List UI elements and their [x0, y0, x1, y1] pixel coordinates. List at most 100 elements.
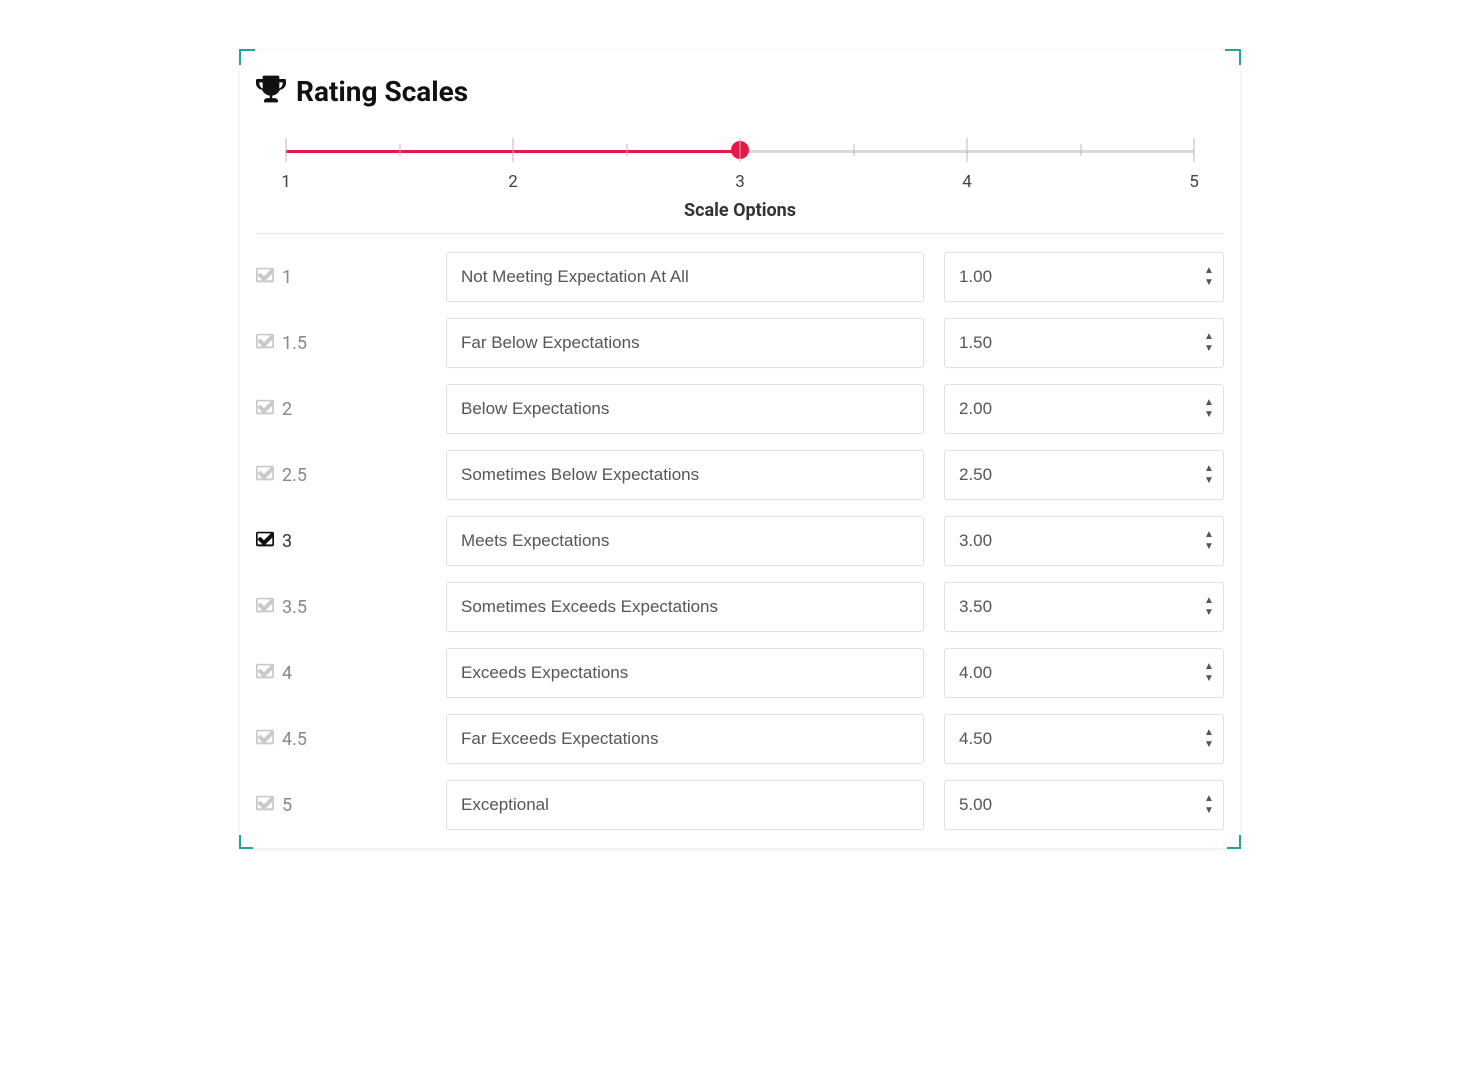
scale-option-label: 1.5: [282, 333, 307, 354]
rating-scales-card: Rating Scales 12345 Scale Options 1▲▼1.5…: [240, 50, 1240, 848]
stepper-buttons: ▲▼: [1194, 583, 1224, 631]
stepper-up-icon[interactable]: ▲: [1204, 794, 1214, 804]
scale-option-row: 4.5▲▼: [256, 706, 1224, 772]
stepper-down-icon[interactable]: ▼: [1204, 278, 1214, 288]
scale-option-value-stepper: ▲▼: [944, 318, 1224, 368]
slider-tick-major: [513, 138, 514, 162]
scale-option-label: 4.5: [282, 729, 307, 750]
scale-option-row: 2.5▲▼: [256, 442, 1224, 508]
stepper-up-icon[interactable]: ▲: [1204, 530, 1214, 540]
card-title: Rating Scales: [296, 75, 468, 108]
scale-option-description-input[interactable]: [446, 648, 924, 698]
check-icon: [256, 332, 274, 355]
scale-option-value-input[interactable]: [945, 253, 1194, 301]
slider-tick-minor: [399, 144, 400, 156]
slider-tick-label: 5: [1189, 172, 1199, 192]
rating-slider[interactable]: 12345: [286, 128, 1194, 172]
scale-option-value-stepper: ▲▼: [944, 252, 1224, 302]
scale-option-checkbox[interactable]: 4: [256, 662, 426, 685]
slider-container: 12345: [240, 128, 1240, 182]
scale-option-value-input[interactable]: [945, 517, 1194, 565]
stepper-up-icon[interactable]: ▲: [1204, 266, 1214, 276]
scale-option-checkbox[interactable]: 1: [256, 266, 426, 289]
scale-option-description-input[interactable]: [446, 384, 924, 434]
slider-tick-label: 1: [281, 172, 291, 192]
check-icon: [256, 662, 274, 685]
check-icon: [256, 464, 274, 487]
stepper-up-icon[interactable]: ▲: [1204, 662, 1214, 672]
scale-option-description-input[interactable]: [446, 714, 924, 764]
stepper-buttons: ▲▼: [1194, 451, 1224, 499]
trophy-icon: [256, 74, 286, 108]
scale-option-description-input[interactable]: [446, 318, 924, 368]
scale-option-value-stepper: ▲▼: [944, 516, 1224, 566]
stepper-down-icon[interactable]: ▼: [1204, 806, 1214, 816]
slider-tick-minor: [1080, 144, 1081, 156]
scale-option-value-input[interactable]: [945, 451, 1194, 499]
check-icon: [256, 398, 274, 421]
slider-tick-label: 3: [735, 172, 745, 192]
scale-option-value-input[interactable]: [945, 319, 1194, 367]
stepper-up-icon[interactable]: ▲: [1204, 332, 1214, 342]
slider-tick-minor: [853, 144, 854, 156]
stepper-buttons: ▲▼: [1194, 715, 1224, 763]
slider-tick-minor: [626, 144, 627, 156]
scale-option-checkbox[interactable]: 3.5: [256, 596, 426, 619]
scale-option-label: 2: [282, 399, 292, 420]
scale-option-row: 5▲▼: [256, 772, 1224, 838]
stepper-up-icon[interactable]: ▲: [1204, 596, 1214, 606]
scale-option-value-input[interactable]: [945, 649, 1194, 697]
scale-option-label: 1: [282, 267, 292, 288]
scale-option-description-input[interactable]: [446, 582, 924, 632]
slider-tick-major: [967, 138, 968, 162]
stepper-down-icon[interactable]: ▼: [1204, 542, 1214, 552]
stepper-down-icon[interactable]: ▼: [1204, 476, 1214, 486]
scale-option-checkbox[interactable]: 4.5: [256, 728, 426, 751]
scale-option-description-input[interactable]: [446, 252, 924, 302]
scale-option-row: 1▲▼: [256, 244, 1224, 310]
scale-option-value-input[interactable]: [945, 385, 1194, 433]
scale-option-value-input[interactable]: [945, 715, 1194, 763]
stepper-down-icon[interactable]: ▼: [1204, 674, 1214, 684]
slider-tick-label: 4: [962, 172, 972, 192]
scale-option-description-input[interactable]: [446, 450, 924, 500]
scale-option-value-stepper: ▲▼: [944, 780, 1224, 830]
scale-option-checkbox[interactable]: 2.5: [256, 464, 426, 487]
scale-option-value-input[interactable]: [945, 781, 1194, 829]
stepper-buttons: ▲▼: [1194, 319, 1224, 367]
scale-option-row: 2 ▲ ▼: [256, 376, 1224, 442]
stepper-buttons: ▲▼: [1194, 517, 1224, 565]
scale-option-description-input[interactable]: [446, 780, 924, 830]
corner-accent: [1227, 835, 1241, 849]
stepper-buttons: ▲▼: [1194, 253, 1224, 301]
scale-option-value-input[interactable]: [945, 583, 1194, 631]
corner-accent: [239, 835, 253, 849]
scale-options-list: 1▲▼1.5▲▼2▲▼2.5▲▼3▲▼3.5▲▼4▲▼4.5▲▼5▲▼: [240, 234, 1240, 838]
scale-option-row: 4 ▲ ▼: [256, 640, 1224, 706]
scale-option-checkbox[interactable]: 1.5: [256, 332, 426, 355]
scale-option-value-stepper: ▲▼: [944, 450, 1224, 500]
stepper-down-icon[interactable]: ▼: [1204, 410, 1214, 420]
scale-option-checkbox[interactable]: 3: [256, 530, 426, 553]
scale-option-checkbox[interactable]: 5: [256, 794, 426, 817]
scale-option-label: 2.5: [282, 465, 307, 486]
check-icon: [256, 596, 274, 619]
stepper-buttons: ▲▼: [1194, 781, 1224, 829]
scale-option-value-stepper: ▲▼: [944, 714, 1224, 764]
check-icon: [256, 530, 274, 553]
scale-option-row: 3▲▼: [256, 508, 1224, 574]
scale-option-value-stepper: ▲▼: [944, 582, 1224, 632]
scale-option-label: 3.5: [282, 597, 307, 618]
stepper-down-icon[interactable]: ▼: [1204, 608, 1214, 618]
stepper-down-icon[interactable]: ▼: [1204, 740, 1214, 750]
scale-option-description-input[interactable]: [446, 516, 924, 566]
stepper-up-icon[interactable]: ▲: [1204, 464, 1214, 474]
stepper-up-icon[interactable]: ▲: [1204, 728, 1214, 738]
check-icon: [256, 794, 274, 817]
scale-option-checkbox[interactable]: 2: [256, 398, 426, 421]
stepper-down-icon[interactable]: ▼: [1204, 344, 1214, 354]
scale-option-label: 4: [282, 663, 292, 684]
check-icon: [256, 266, 274, 289]
slider-tick-major: [1194, 138, 1195, 162]
stepper-up-icon[interactable]: ▲: [1204, 398, 1214, 408]
